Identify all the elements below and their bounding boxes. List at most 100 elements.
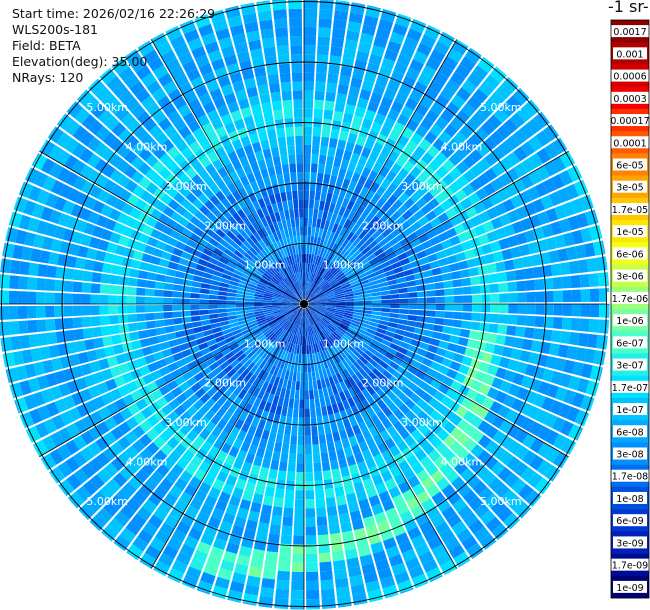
sector-cell: [132, 439, 146, 453]
sector-cell: [295, 317, 300, 326]
sector-cell: [489, 240, 502, 253]
sector-cell: [490, 304, 500, 313]
sector-cell: [209, 376, 220, 387]
sector-cell: [345, 301, 355, 304]
sector-cell: [448, 543, 465, 559]
sector-cell: [84, 96, 101, 113]
sector-cell: [299, 226, 304, 236]
sector-cell: [308, 299, 318, 303]
sector-cell: [185, 221, 197, 233]
sector-cell: [239, 258, 249, 267]
colorbar-label-bg: [607, 469, 650, 482]
sector-cell: [257, 283, 267, 290]
sector-cell: [178, 216, 190, 228]
sector-cell: [236, 246, 247, 256]
sector-cell: [533, 112, 549, 129]
sector-cell: [346, 557, 360, 569]
sector-cell: [288, 323, 294, 333]
sector-cell: [328, 241, 335, 251]
sector-cell: [544, 429, 559, 446]
sector-cell: [246, 86, 259, 98]
sector-cell: [385, 507, 399, 520]
sector-cell: [506, 325, 517, 336]
sector-cell: [410, 191, 422, 203]
sector-cell: [175, 393, 188, 405]
sector-cell: [58, 427, 72, 443]
sector-cell: [32, 444, 41, 457]
sector-cell: [281, 307, 291, 312]
sector-cell: [321, 127, 331, 138]
sector-cell: [189, 557, 205, 572]
sector-cell: [496, 124, 512, 140]
sector-cell: [277, 316, 286, 323]
sector-cell: [552, 451, 568, 468]
sector-cell: [207, 151, 219, 163]
sector-cell: [266, 268, 275, 277]
sector-cell: [541, 396, 555, 412]
sector-cell: [21, 246, 33, 261]
sector-cell: [298, 308, 303, 317]
sector-cell: [272, 155, 281, 167]
sector-cell: [379, 125, 392, 138]
colorbar-label-bg: [613, 314, 647, 327]
sector-cell: [312, 453, 321, 463]
sector-cell: [179, 185, 191, 198]
sector-cell: [227, 311, 237, 317]
sector-cell: [361, 146, 372, 159]
sector-cell: [275, 27, 289, 38]
sector-cell: [106, 242, 118, 254]
sector-cell: [426, 310, 436, 317]
sector-cell: [391, 338, 402, 346]
sector-cell: [300, 281, 303, 291]
sector-cell: [354, 163, 365, 175]
sector-cell: [49, 209, 62, 224]
sector-cell: [418, 138, 432, 152]
sector-cell: [305, 326, 308, 337]
sector-cell: [89, 185, 103, 199]
sector-cell: [292, 295, 301, 302]
sector-cell: [309, 190, 316, 200]
sector-cell: [59, 184, 73, 199]
sector-cell: [211, 594, 226, 600]
sector-cell: [247, 395, 257, 406]
sector-cell: [494, 483, 510, 499]
sector-cell: [390, 298, 400, 304]
sector-cell: [86, 247, 98, 260]
sector-cell: [444, 350, 456, 360]
sector-cell: [304, 72, 315, 82]
sector-cell: [355, 50, 370, 63]
sector-cell: [67, 497, 78, 509]
sector-cell: [326, 274, 335, 283]
sector-cell: [192, 275, 203, 283]
sector-cell: [394, 271, 405, 279]
sector-cell: [219, 154, 231, 167]
sector-cell: [361, 80, 374, 92]
sector-cell: [39, 139, 48, 152]
sector-cell: [493, 108, 509, 124]
sector-cell: [124, 445, 139, 460]
sector-cell: [308, 305, 318, 309]
sector-cell: [367, 100, 380, 113]
sector-cell: [425, 210, 437, 222]
sector-cell: [304, 336, 307, 346]
sector-cell: [205, 163, 217, 176]
sector-cell: [362, 293, 372, 298]
sector-cell: [270, 422, 279, 434]
sector-cell: [342, 208, 351, 219]
sector-cell: [269, 213, 277, 224]
sector-cell: [162, 225, 174, 236]
sector-cell: [286, 379, 292, 390]
sector-cell: [189, 254, 200, 264]
sector-cell: [364, 268, 375, 276]
sector-cell: [285, 332, 291, 342]
azimuth-spoke: [150, 39, 305, 305]
sector-cell: [144, 296, 155, 304]
sector-cell: [219, 238, 230, 248]
sector-cell: [425, 109, 439, 123]
sector-cell: [483, 253, 495, 264]
sector-cell: [138, 176, 152, 190]
sector-cell: [339, 278, 349, 286]
sector-cell: [218, 316, 229, 322]
sector-cell: [238, 219, 248, 230]
sector-cell: [65, 119, 81, 136]
